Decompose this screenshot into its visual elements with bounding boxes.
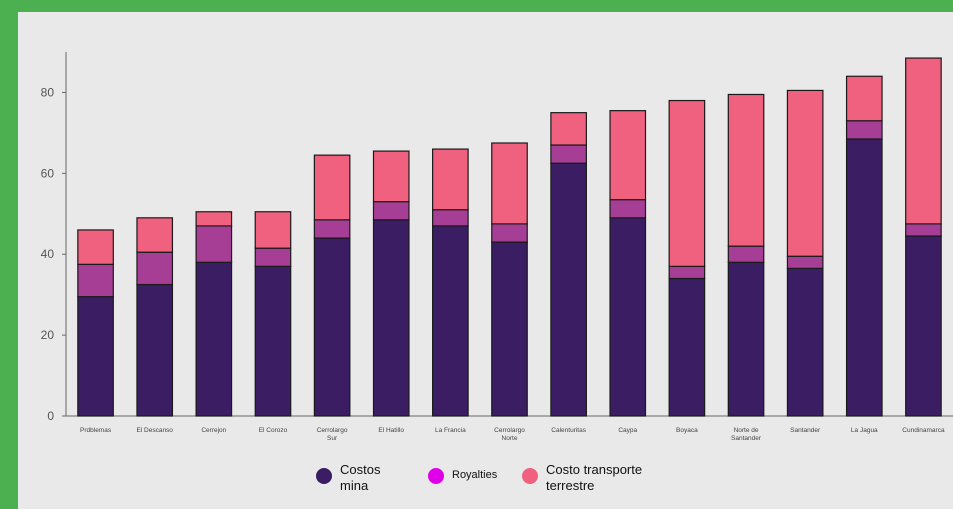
bar-norte-de-santander-royalties [727,245,765,263]
bar-el-hatillo-costo-transporte-terrestre [372,150,410,203]
stacked-bar-chart: 0 20 40 60 80 Prdblemas El Descanso Cerrejon El … [41,52,953,442]
bar-cerrolargo-sur-costos-mina [313,237,351,417]
y-tick-label-0: 0 [47,409,54,423]
legend: Costos mina Royalties Costo transporte t… [18,462,953,506]
x-tick-label-cerrolargo-sur: Cerrolargo Sur [317,427,348,442]
bar-cerrolargo-norte-royalties [491,223,528,243]
x-tick-label-la-francia: La Francia [435,427,466,434]
bar-norte-de-santander-costos-mina [727,261,765,417]
bar-el-corozo-royalties [254,247,292,267]
x-tick-label-caypa: Caypa [618,427,637,434]
bar-la-jagua-royalties [845,120,883,140]
bar-caypa-costo-transporte-terrestre [609,110,647,201]
bar-santander-costos-mina [786,267,824,417]
legend-label-royalties: Royalties [452,469,498,481]
bar-calenturitas-costo-transporte-terrestre [550,112,587,146]
bar-el-hatillo-costos-mina [372,219,410,417]
x-tick-label-santander: Santander [790,427,821,434]
legend-label-costos-mina: Costos mina [340,462,381,493]
bar-cerrolargo-sur-royalties [313,219,351,239]
bar-el-corozo-costos-mina [254,265,292,417]
y-tick-label-20: 20 [41,328,55,342]
bar-la-jagua-costos-mina [845,138,883,417]
bar-caypa-royalties [609,199,647,219]
x-tick-label-el-hatillo: El Hatillo [378,427,404,434]
legend-swatch-costos-mina [316,468,332,484]
bar-la-francia-royalties [432,209,469,227]
bar-boyaca-royalties [668,265,706,280]
bar-cerrejon-royalties [195,225,233,263]
x-tick-label-boyaca: Boyaca [676,427,698,434]
x-tick-label-el-descanso: El Descanso [136,427,173,434]
legend-swatch-costo-transporte [522,468,538,484]
x-tick-label-cerrejon: Cerrejon [201,427,226,434]
bar-cerrolargo-norte-costos-mina [491,241,528,417]
bar-la-francia-costo-transporte-terrestre [432,148,469,211]
bar-boyaca-costos-mina [668,277,706,417]
bar-la-francia-costos-mina [432,225,469,417]
bar-el-descanso-royalties [136,251,174,286]
bar-prdblemas-royalties [77,263,114,298]
x-tick-label-cerrolargo-norte: Cerrolargo Norte [494,427,525,442]
bar-la-jagua-costo-transporte-terrestre [845,75,883,122]
bar-cerrejon-costos-mina [195,261,233,417]
bar-calenturitas-costos-mina [550,162,587,417]
bar-prdblemas-costos-mina [77,296,114,417]
x-tick-label-norte-de-santander: Norte de Santander [731,427,762,442]
chart-panel: 0 20 40 60 80 Prdblemas El Descanso Cerrejon El … [18,12,953,509]
legend-label-costo-transporte: Costo transporte terrestre [546,462,643,493]
bar-cerrejon-costo-transporte-terrestre [195,211,233,227]
bar-cundinamarca-royalties [905,223,942,237]
y-tick-label-40: 40 [41,247,55,261]
x-tick-label-la-jagua: La Jagua [851,427,878,434]
x-tick-label-calenturitas: Calenturitas [551,427,586,434]
bar-caypa-costos-mina [609,217,647,417]
legend-swatch-royalties [428,468,444,484]
bar-calenturitas-royalties [550,144,587,164]
bar-el-descanso-costos-mina [136,283,174,417]
bar-santander-costo-transporte-terrestre [786,89,824,257]
y-tick-label-60: 60 [41,166,55,180]
bar-el-descanso-costo-transporte-terrestre [136,217,174,253]
x-tick-label-cundinamarca: Cundinamarca [902,427,945,434]
y-tick-label-80: 80 [41,85,55,99]
legend-item-costo-transporte: Costo transporte terrestre [522,462,676,494]
legend-item-costos-mina: Costos mina [316,462,400,494]
bar-cundinamarca-costo-transporte-terrestre [905,57,942,225]
x-tick-label-el-corozo: El Corozo [259,427,288,434]
bar-el-corozo-costo-transporte-terrestre [254,211,292,249]
bar-norte-de-santander-costo-transporte-terrestre [727,93,765,247]
bar-cerrolargo-sur-costo-transporte-terrestre [313,154,351,221]
x-tick-label-prdblemas: Prdblemas [80,427,112,434]
bar-santander-royalties [786,255,824,269]
bar-el-hatillo-royalties [372,201,410,221]
bar-cerrolargo-norte-costo-transporte-terrestre [491,142,528,225]
bar-cundinamarca-costos-mina [905,235,942,417]
legend-item-royalties: Royalties [428,462,497,484]
bar-prdblemas-costo-transporte-terrestre [77,229,114,265]
bar-boyaca-costo-transporte-terrestre [668,99,706,267]
